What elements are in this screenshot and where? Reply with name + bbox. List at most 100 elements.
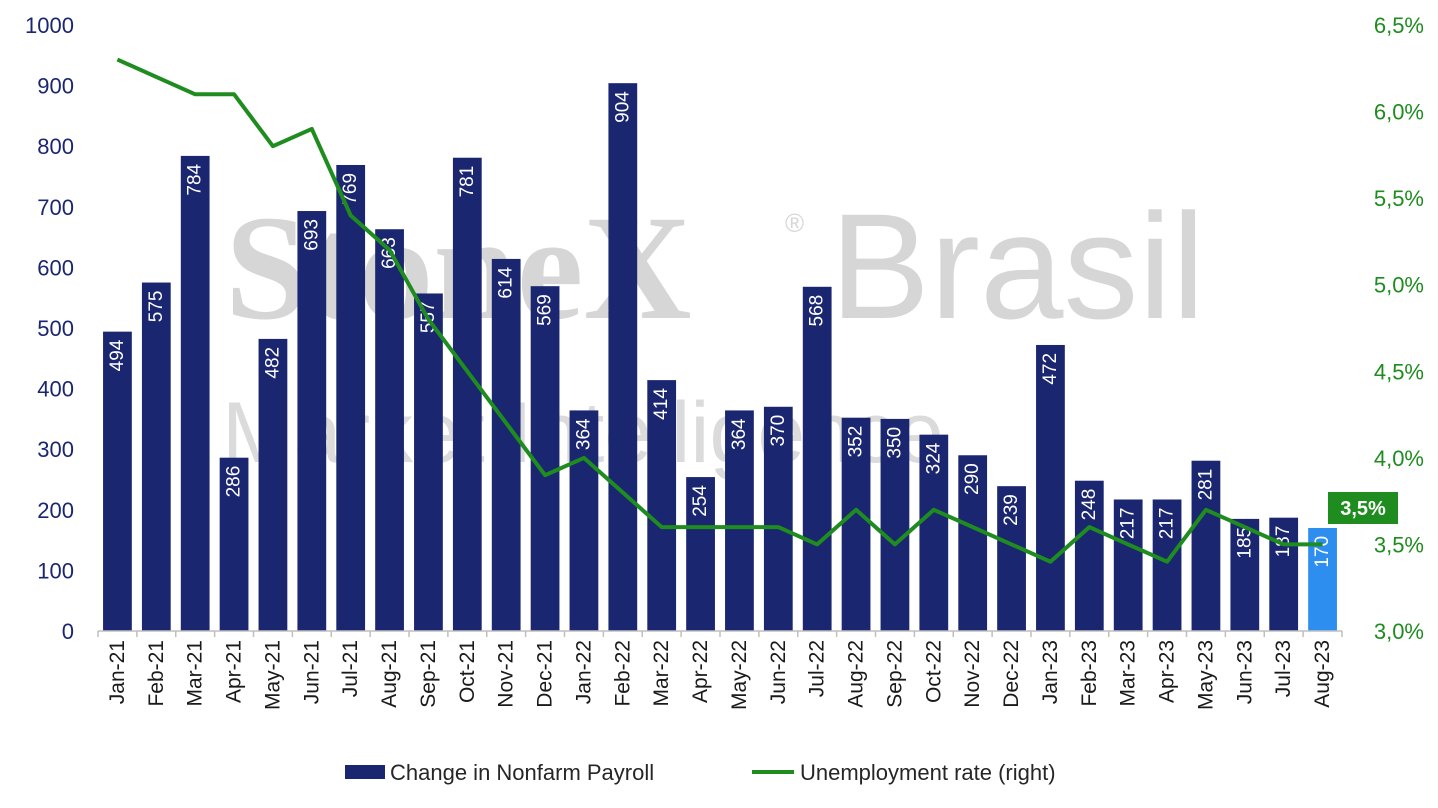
payroll-bar-label: 781 bbox=[457, 166, 478, 198]
payroll-bar bbox=[414, 293, 443, 631]
x-axis-tick-label: May-21 bbox=[261, 640, 284, 710]
x-axis-tick-label: Jun-21 bbox=[300, 640, 323, 704]
payroll-bar bbox=[1113, 499, 1143, 631]
x-axis-tick-label: Sep-22 bbox=[883, 640, 906, 708]
payroll-bar bbox=[608, 83, 638, 631]
x-axis-tick-label: Dec-21 bbox=[534, 640, 557, 708]
right-axis-tick-label: 5,0% bbox=[1374, 273, 1424, 298]
x-axis-tick-label: Jun-23 bbox=[1233, 640, 1256, 704]
payroll-bar-label: 187 bbox=[1273, 526, 1294, 558]
watermark-brand-suffix: Brasil bbox=[830, 182, 1205, 350]
payroll-bar bbox=[725, 410, 754, 631]
x-axis-tick-label: May-23 bbox=[1194, 640, 1217, 710]
left-axis-tick-label: 300 bbox=[37, 437, 74, 462]
payroll-bar bbox=[336, 164, 366, 631]
payroll-bar-label: 170 bbox=[1312, 536, 1333, 568]
left-axis-tick-label: 100 bbox=[37, 558, 74, 583]
payroll-bar bbox=[219, 457, 249, 631]
payroll-bar-label: 217 bbox=[1157, 507, 1178, 539]
payroll-bar-label: 324 bbox=[923, 442, 944, 474]
legend-line-label: Unemployment rate (right) bbox=[800, 760, 1056, 785]
payroll-bar-label: 414 bbox=[651, 388, 672, 420]
x-axis-tick-label: Mar-21 bbox=[184, 640, 207, 707]
right-axis-tick-label: 6,0% bbox=[1374, 100, 1424, 125]
x-axis-tick-label: Jan-23 bbox=[1039, 640, 1062, 704]
x-axis-tick-label: Sep-21 bbox=[417, 640, 440, 708]
payroll-bar bbox=[1036, 344, 1065, 631]
left-axis-tick-label: 400 bbox=[37, 377, 74, 402]
payroll-bar bbox=[530, 286, 560, 631]
x-axis-tick-label: Mar-23 bbox=[1117, 640, 1140, 707]
payroll-bar bbox=[686, 477, 715, 631]
x-axis-tick-label: Aug-23 bbox=[1311, 640, 1334, 708]
x-axis-tick-label: Jun-22 bbox=[767, 640, 790, 704]
payroll-bar bbox=[647, 380, 677, 631]
right-axis-tick-label: 5,5% bbox=[1374, 186, 1424, 211]
payroll-bar-label: 286 bbox=[224, 466, 245, 498]
payroll-bar bbox=[452, 157, 482, 632]
x-axis-tick-label: Jan-22 bbox=[572, 640, 595, 704]
payroll-bar bbox=[958, 455, 988, 631]
x-axis-tick-label: Apr-22 bbox=[689, 640, 712, 703]
payroll-bars bbox=[103, 83, 1337, 632]
right-axis-tick-label: 3,5% bbox=[1374, 532, 1424, 557]
payroll-bar-label: 904 bbox=[612, 91, 633, 123]
x-axis-tick-label: Jul-23 bbox=[1272, 640, 1295, 697]
right-axis-tick-label: 4,5% bbox=[1374, 359, 1424, 384]
payroll-bar-label: 239 bbox=[1001, 494, 1022, 526]
left-axis-tick-label: 900 bbox=[37, 74, 74, 99]
payroll-bar-label: 568 bbox=[807, 295, 828, 327]
x-axis-ticks: Jan-21 Feb-21 Mar-21 Apr-21 May-21 Jun-21 Jul-… bbox=[97, 631, 1343, 710]
payroll-bar bbox=[919, 434, 949, 631]
payroll-bar bbox=[802, 286, 832, 631]
payroll-bar bbox=[997, 486, 1026, 631]
x-axis-tick-label: Aug-22 bbox=[845, 640, 868, 708]
payroll-bar-label: 575 bbox=[146, 291, 167, 323]
payroll-bar bbox=[141, 282, 171, 631]
left-axis-tick-label: 800 bbox=[37, 134, 74, 159]
payroll-bar bbox=[569, 410, 599, 631]
payroll-bar-label: 281 bbox=[1195, 469, 1216, 501]
payroll-bar bbox=[297, 211, 327, 632]
x-axis-tick-label: Dec-22 bbox=[1000, 640, 1023, 708]
x-axis-tick-label: Apr-21 bbox=[223, 640, 246, 703]
payroll-bar-label: 569 bbox=[535, 294, 556, 326]
right-axis-ticks: 3,0% 3,5% 4,0% 4,5% 5,0% 5,5% 6,0% 6,5% bbox=[1374, 13, 1424, 644]
unemployment-rate-line bbox=[116, 57, 1323, 564]
payroll-bar bbox=[880, 418, 910, 631]
x-axis-tick-label: Jan-21 bbox=[106, 640, 129, 704]
x-axis-tick-label: Jul-21 bbox=[339, 640, 362, 697]
payroll-bar bbox=[763, 406, 793, 631]
payroll-bar-label: 614 bbox=[496, 266, 517, 298]
x-axis-tick-label: Oct-22 bbox=[922, 640, 945, 703]
right-axis-tick-label: 3,0% bbox=[1374, 619, 1424, 644]
left-axis-ticks: 0 100 200 300 400 500 600 700 800 900 1000 bbox=[25, 13, 74, 644]
payroll-bar-label: 185 bbox=[1234, 527, 1255, 559]
latest-rate-callout-text: 3,5% bbox=[1340, 498, 1386, 520]
watermark-registered: ® bbox=[785, 208, 804, 238]
latest-rate-callout: 3,5% bbox=[1328, 492, 1398, 524]
payroll-bar-label: 482 bbox=[262, 347, 283, 379]
legend-bar-swatch bbox=[345, 765, 385, 779]
payroll-bar-label: 784 bbox=[185, 163, 206, 195]
left-axis-tick-label: 600 bbox=[37, 255, 74, 280]
x-axis-tick-label: Oct-21 bbox=[456, 640, 479, 703]
x-axis-tick-label: Feb-23 bbox=[1078, 640, 1101, 707]
left-axis-tick-label: 200 bbox=[37, 498, 74, 523]
right-axis-tick-label: 6,5% bbox=[1374, 13, 1424, 38]
x-axis-tick-label: Apr-23 bbox=[1156, 640, 1179, 703]
x-axis-tick-label: Jul-22 bbox=[806, 640, 829, 697]
payroll-bar-label: 352 bbox=[846, 426, 867, 458]
payroll-bar-label: 769 bbox=[340, 173, 361, 205]
payroll-bar bbox=[375, 229, 404, 632]
payroll-bar-label: 472 bbox=[1040, 353, 1061, 385]
payroll-bar-labels: 4945757842864826937696635577816145693649… bbox=[107, 91, 1333, 568]
x-axis-tick-label: Feb-22 bbox=[611, 640, 634, 707]
payroll-bar bbox=[103, 331, 132, 631]
payroll-bar-label: 254 bbox=[690, 485, 711, 517]
x-axis-tick-label: Mar-22 bbox=[650, 640, 673, 707]
payroll-bar bbox=[1191, 460, 1221, 631]
x-axis-tick-label: Nov-22 bbox=[961, 640, 984, 708]
x-axis-tick-label: Nov-21 bbox=[495, 640, 518, 708]
payroll-bar bbox=[1152, 499, 1182, 631]
